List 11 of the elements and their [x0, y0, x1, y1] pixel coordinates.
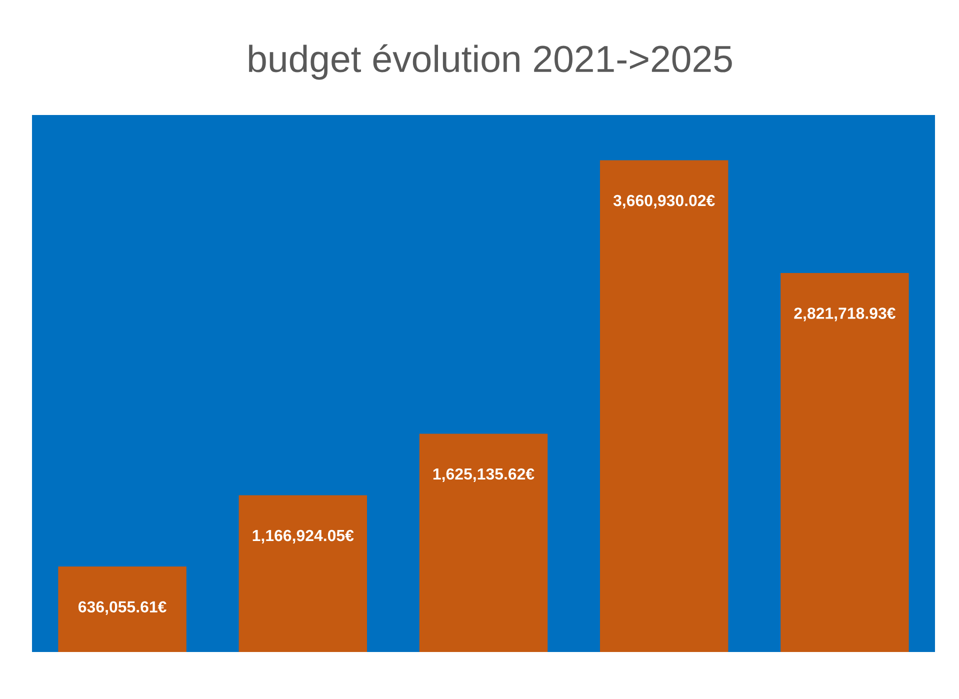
- data-label: 1,166,924.05€: [252, 530, 354, 544]
- bar: [419, 434, 548, 652]
- data-label: 636,055.61€: [78, 601, 166, 615]
- data-label: 2,821,718.93€: [794, 308, 896, 322]
- chart-title: budget évolution 2021->2025: [249, 44, 732, 80]
- bar: [238, 495, 368, 652]
- bar: [780, 272, 909, 652]
- bar: [600, 160, 728, 652]
- bar: [58, 566, 186, 652]
- data-label: 3,660,930.02€: [613, 194, 715, 209]
- data-label: 1,625,135.62€: [433, 468, 534, 482]
